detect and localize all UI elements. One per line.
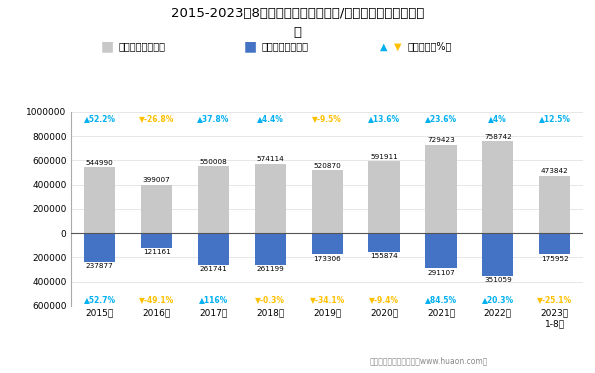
Text: ▲: ▲ [380, 42, 387, 51]
Text: 261199: 261199 [256, 266, 284, 272]
Text: ▼-49.1%: ▼-49.1% [139, 295, 174, 304]
Text: 261741: 261741 [200, 266, 227, 272]
Text: ▲4%: ▲4% [488, 114, 507, 123]
Bar [198, 233, 229, 265]
Text: ■: ■ [101, 40, 114, 54]
Text: 进口额（万美元）: 进口额（万美元） [262, 42, 309, 51]
Text: ▼-9.4%: ▼-9.4% [369, 295, 399, 304]
Text: 制图：华经产业研究院（www.huaon.com）: 制图：华经产业研究院（www.huaon.com） [369, 357, 487, 366]
Bar [84, 233, 115, 262]
Text: 473842: 473842 [541, 168, 569, 174]
Text: ▼-34.1%: ▼-34.1% [309, 295, 345, 304]
Text: 291107: 291107 [427, 270, 455, 276]
Bar [255, 163, 286, 233]
Bar [84, 167, 115, 233]
Bar [141, 185, 173, 233]
Text: 574114: 574114 [256, 156, 284, 162]
Bar [312, 233, 343, 254]
Text: 758742: 758742 [484, 134, 512, 140]
Text: 2015-2023年8月贵州省（境内目的地/货源地）进、出口额统: 2015-2023年8月贵州省（境内目的地/货源地）进、出口额统 [171, 7, 424, 21]
Bar [482, 233, 513, 276]
Text: ▲20.3%: ▲20.3% [482, 295, 514, 304]
Text: ▼-25.1%: ▼-25.1% [537, 295, 572, 304]
Bar [539, 233, 570, 254]
Text: 520870: 520870 [314, 163, 341, 169]
Text: 550008: 550008 [200, 159, 227, 165]
Text: ▲4.4%: ▲4.4% [257, 114, 284, 123]
Text: ▲37.8%: ▲37.8% [198, 114, 230, 123]
Bar [312, 170, 343, 233]
Text: ▲52.7%: ▲52.7% [84, 295, 116, 304]
Text: ▲52.2%: ▲52.2% [84, 114, 116, 123]
Text: ■: ■ [243, 40, 256, 54]
Bar [368, 162, 400, 233]
Bar [425, 233, 456, 269]
Text: 121161: 121161 [143, 249, 171, 255]
Text: 同比增长（%）: 同比增长（%） [408, 42, 452, 51]
Bar [141, 233, 173, 248]
Text: 399007: 399007 [143, 177, 171, 183]
Text: 729423: 729423 [427, 137, 455, 143]
Text: ▲12.5%: ▲12.5% [538, 114, 571, 123]
Text: 544990: 544990 [86, 160, 114, 166]
Text: 计: 计 [293, 26, 302, 39]
Text: ▲23.6%: ▲23.6% [425, 114, 457, 123]
Text: 591911: 591911 [370, 154, 398, 160]
Bar [198, 166, 229, 233]
Text: ▼-9.5%: ▼-9.5% [312, 114, 342, 123]
Text: 出口额（万美元）: 出口额（万美元） [119, 42, 166, 51]
Text: 155874: 155874 [370, 254, 398, 260]
Text: 351059: 351059 [484, 277, 512, 283]
Text: 237877: 237877 [86, 263, 114, 269]
Bar [482, 141, 513, 233]
Text: ▲116%: ▲116% [199, 295, 228, 304]
Text: 173306: 173306 [314, 256, 341, 261]
Text: ▼-0.3%: ▼-0.3% [255, 295, 286, 304]
Text: ▼: ▼ [394, 42, 401, 51]
Bar [255, 233, 286, 265]
Text: ▼-26.8%: ▼-26.8% [139, 114, 174, 123]
Bar [368, 233, 400, 252]
Text: ▲13.6%: ▲13.6% [368, 114, 400, 123]
Bar [425, 145, 456, 233]
Text: ▲84.5%: ▲84.5% [425, 295, 457, 304]
Bar [539, 176, 570, 233]
Text: 175952: 175952 [541, 256, 569, 262]
